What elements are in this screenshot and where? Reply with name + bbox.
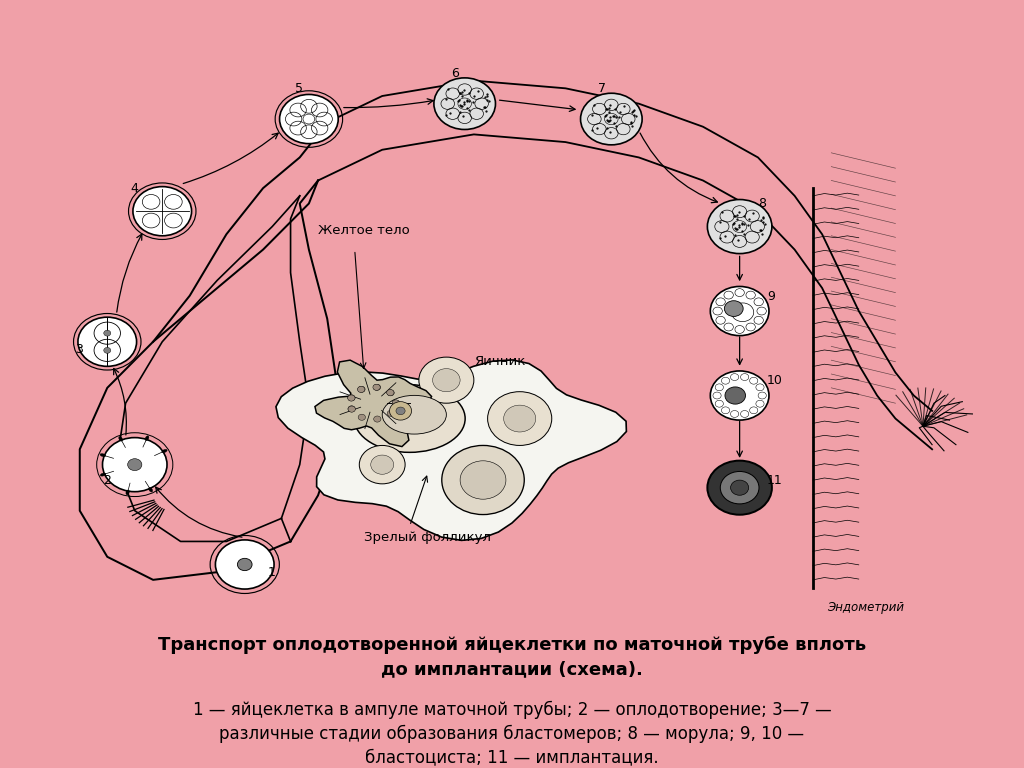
- Circle shape: [581, 93, 642, 145]
- Text: 1: 1: [267, 566, 275, 579]
- Circle shape: [725, 387, 745, 404]
- Circle shape: [373, 384, 380, 390]
- Circle shape: [711, 286, 769, 336]
- Circle shape: [387, 389, 394, 396]
- Circle shape: [708, 461, 772, 515]
- Circle shape: [720, 472, 759, 504]
- Text: 6: 6: [451, 67, 459, 80]
- Circle shape: [133, 187, 191, 236]
- Circle shape: [357, 386, 366, 392]
- Ellipse shape: [100, 454, 105, 457]
- Polygon shape: [315, 360, 431, 446]
- Circle shape: [280, 94, 338, 144]
- Circle shape: [348, 395, 355, 401]
- Circle shape: [357, 386, 365, 392]
- Ellipse shape: [354, 385, 465, 452]
- Circle shape: [432, 369, 460, 392]
- Circle shape: [387, 410, 394, 416]
- Text: 4: 4: [130, 182, 138, 195]
- Polygon shape: [275, 360, 627, 541]
- Text: Зрелый фолликул: Зрелый фолликул: [364, 531, 490, 545]
- Circle shape: [78, 317, 136, 366]
- Circle shape: [348, 406, 355, 412]
- Circle shape: [374, 384, 381, 390]
- Ellipse shape: [119, 436, 123, 441]
- Circle shape: [215, 540, 274, 589]
- Circle shape: [487, 392, 552, 445]
- Circle shape: [128, 458, 142, 471]
- Text: 11: 11: [767, 474, 783, 487]
- Circle shape: [358, 414, 366, 420]
- Circle shape: [389, 402, 412, 420]
- Circle shape: [371, 455, 393, 475]
- Circle shape: [387, 389, 394, 396]
- Circle shape: [392, 400, 399, 406]
- Circle shape: [708, 200, 772, 253]
- Text: 10: 10: [767, 374, 783, 387]
- Circle shape: [392, 400, 399, 406]
- Circle shape: [504, 406, 536, 432]
- Ellipse shape: [100, 473, 105, 476]
- Text: Транспорт оплодотворенной яйцеклетки по маточной трубе вплоть
до имплантации (сх: Транспорт оплодотворенной яйцеклетки по …: [158, 636, 866, 678]
- Circle shape: [102, 438, 167, 492]
- Circle shape: [396, 407, 406, 415]
- Circle shape: [348, 406, 355, 412]
- Ellipse shape: [162, 449, 167, 452]
- Circle shape: [359, 445, 406, 484]
- Circle shape: [460, 461, 506, 499]
- Circle shape: [730, 480, 749, 495]
- Circle shape: [724, 301, 743, 316]
- Circle shape: [419, 357, 474, 403]
- Text: Эндометрий: Эндометрий: [826, 601, 904, 614]
- Circle shape: [711, 371, 769, 420]
- Text: 1 — яйцеклетка в ампуле маточной трубы; 2 — оплодотворение; 3—7 —
различные стад: 1 — яйцеклетка в ампуле маточной трубы; …: [193, 700, 831, 766]
- Ellipse shape: [382, 396, 446, 434]
- Circle shape: [238, 558, 252, 571]
- Text: 7: 7: [598, 82, 605, 95]
- Circle shape: [434, 78, 496, 130]
- Ellipse shape: [126, 490, 129, 495]
- Circle shape: [103, 347, 111, 353]
- Text: 9: 9: [767, 290, 775, 303]
- Ellipse shape: [145, 436, 148, 441]
- Text: Яичник: Яичник: [474, 355, 525, 368]
- Text: 3: 3: [75, 343, 83, 356]
- Circle shape: [374, 416, 381, 422]
- Text: Желтое тело: Желтое тело: [318, 224, 410, 237]
- Circle shape: [441, 445, 524, 515]
- Text: 2: 2: [102, 474, 111, 487]
- Text: 5: 5: [295, 82, 303, 95]
- Text: 8: 8: [758, 197, 766, 210]
- Ellipse shape: [148, 488, 153, 492]
- Circle shape: [103, 330, 111, 336]
- Circle shape: [348, 395, 355, 401]
